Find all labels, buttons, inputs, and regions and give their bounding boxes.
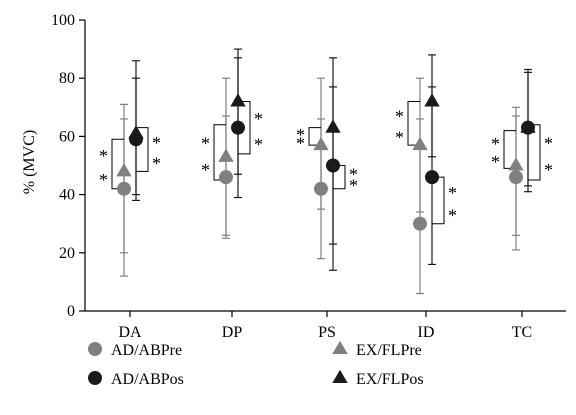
- data-point: [116, 163, 132, 177]
- bracket-line: [238, 100, 251, 155]
- significance-star: *: [296, 125, 305, 145]
- legend-label: AD/ABPos: [111, 371, 184, 388]
- legend: AD/ABPre EX/FLPre AD/ABPos EX/FLPos: [88, 340, 424, 388]
- data-point: [413, 216, 427, 231]
- y-tick-label: 60: [59, 128, 75, 145]
- x-tick-label: TC: [512, 324, 532, 341]
- legend-entry: AD/ABPos: [88, 371, 184, 388]
- significance-brackets: ******** ************: [99, 100, 553, 225]
- legend-triangle-marker: [332, 369, 348, 384]
- significance-bracket: **: [99, 138, 124, 190]
- significance-star: *: [254, 134, 263, 154]
- significance-star: *: [99, 146, 108, 166]
- significance-star: *: [201, 133, 210, 153]
- data-point: [314, 181, 328, 196]
- y-tick-label: 20: [59, 245, 75, 262]
- legend-circle-marker: [88, 342, 102, 356]
- y-tick-label: 100: [51, 12, 75, 29]
- data-point: [128, 125, 144, 139]
- data-point: [230, 93, 246, 107]
- bracket-line: [432, 176, 445, 225]
- significance-star: *: [448, 205, 457, 225]
- data-point: [326, 158, 340, 173]
- significance-star: *: [448, 183, 457, 203]
- data-point: [520, 119, 536, 133]
- y-tick-label: 0: [67, 303, 75, 320]
- data-point: [231, 120, 245, 135]
- data-markers: [116, 93, 536, 231]
- data-point: [509, 170, 523, 185]
- error-bar: [120, 103, 128, 254]
- error-bar: [234, 48, 242, 175]
- data-point: [425, 170, 439, 185]
- significance-star: *: [152, 133, 161, 153]
- bracket-line: [407, 100, 420, 146]
- data-point: [325, 119, 341, 133]
- y-tick-label: 80: [59, 70, 75, 87]
- y-axis-label: % (MVC): [21, 130, 38, 194]
- significance-star: *: [544, 133, 553, 153]
- significance-star: *: [152, 154, 161, 174]
- error-bars: [120, 48, 532, 295]
- legend-entry: EX/FLPre: [332, 340, 422, 359]
- significance-star: *: [349, 164, 358, 184]
- significance-bracket: **: [432, 176, 457, 225]
- bracket-line: [308, 127, 321, 146]
- significance-bracket: **: [296, 125, 321, 153]
- significance-star: *: [395, 107, 404, 127]
- significance-star: *: [296, 133, 305, 153]
- data-point: [508, 157, 524, 171]
- significance-bracket: **: [395, 100, 420, 148]
- data-point: [313, 136, 329, 151]
- legend-entry: EX/FLPos: [332, 369, 424, 388]
- significance-star: *: [349, 176, 358, 196]
- legend-label: AD/ABPre: [111, 342, 182, 359]
- x-tick-label: ID: [418, 324, 435, 341]
- bracket-line: [136, 127, 149, 172]
- significance-star: *: [201, 160, 210, 180]
- significance-star: *: [99, 170, 108, 190]
- data-point: [117, 181, 131, 196]
- significance-star: *: [254, 109, 263, 129]
- x-tick-label: PS: [318, 324, 336, 341]
- significance-bracket: **: [136, 127, 161, 174]
- x-tick-label: DP: [222, 324, 243, 341]
- significance-star: *: [491, 134, 500, 154]
- legend-entry: AD/ABPre: [88, 342, 182, 359]
- x-tick-label: DA: [118, 324, 142, 341]
- data-point: [218, 148, 234, 162]
- legend-label: EX/FLPos: [356, 371, 424, 388]
- data-point: [412, 136, 428, 151]
- legend-circle-marker: [88, 371, 102, 385]
- significance-bracket: **: [238, 100, 263, 155]
- legend-triangle-marker: [332, 340, 348, 355]
- axes: 0 20 40 60 80 100 DA DP PS ID TC: [51, 12, 566, 341]
- significance-star: *: [395, 128, 404, 148]
- significance-star: *: [491, 152, 500, 172]
- legend-label: EX/FLPre: [356, 342, 422, 359]
- data-point: [424, 93, 440, 107]
- bracket-line: [111, 138, 124, 190]
- data-point: [219, 170, 233, 185]
- significance-star: *: [544, 160, 553, 180]
- y-tick-label: 40: [59, 187, 75, 204]
